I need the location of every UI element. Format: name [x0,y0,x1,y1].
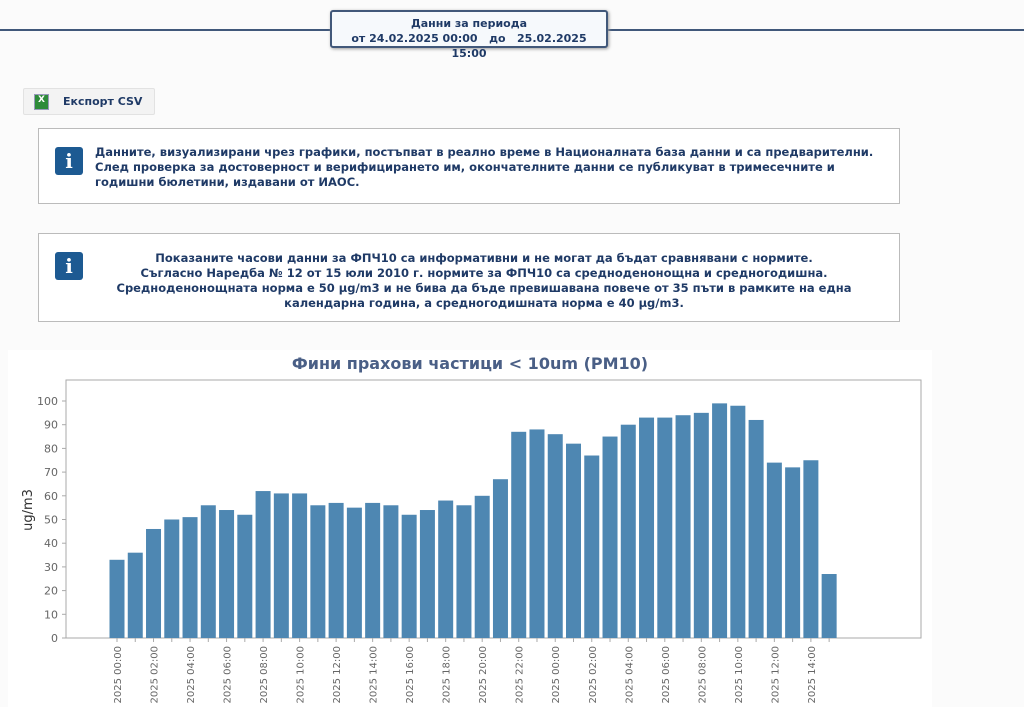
chart-svg: 0 10 20 30 40 50 60 70 80 90 100 ug/m3 2025 00:00 202… [21,379,922,703]
x-tick-label: 2025 10:00 [296,646,307,703]
bar [821,574,837,638]
bar [492,479,508,638]
x-tick-label: 2025 14:00 [369,646,380,703]
export-csv-button[interactable]: Експорт CSV [23,88,155,115]
bar [164,519,180,638]
period-title: Данни за периода [410,17,528,30]
x-tick-label: 2025 08:00 [259,646,270,703]
bar [255,491,271,638]
x-tick-label: 2025 22:00 [515,646,526,703]
bar [219,510,235,638]
y-tick-label: 80 [44,442,58,455]
info-line: годишни бюлетини, издавани от ИАОС. [95,175,360,189]
bar [474,495,490,638]
bar [511,431,527,638]
x-tick-label: 2025 04:00 [624,646,635,703]
x-tick-label: 2025 10:00 [734,646,745,703]
x-tick-label: 2025 00:00 [551,646,562,703]
bar [566,443,581,638]
export-label: Експорт CSV [63,95,143,108]
info-icon: i [55,252,83,280]
bar [766,462,782,638]
x-tick-label: 2025 04:00 [186,646,197,703]
bar [657,417,673,638]
info-line: След проверка за достоверност и верифици… [95,160,835,174]
bar [273,493,289,638]
x-tick-label: 2025 08:00 [697,646,708,703]
y-tick-label: 90 [44,419,58,432]
x-tick-label: 2025 06:00 [223,646,234,703]
x-tick-label: 2025 20:00 [478,646,489,703]
bar [292,493,308,638]
info-line: Съгласно Наредба № 12 от 15 юли 2010 г. … [140,266,828,280]
bar [730,405,746,638]
period-box: Данни за периода от 24.02.2025 00:00 до … [330,10,608,60]
bar [712,403,728,638]
info-line: Средноденонощната норма е 50 µg/m3 и не … [116,281,852,295]
y-tick-label: 20 [44,585,58,598]
bar [748,419,764,638]
bar [127,552,143,638]
bar [547,434,563,638]
info-line: Данните, визуализирани чрез графики, пос… [95,145,874,159]
bar [675,415,691,638]
bar [803,460,819,638]
bar [584,455,600,638]
y-tick-label: 30 [44,561,58,574]
x-tick-label: 2025 06:00 [661,646,672,703]
x-tick-label: 2025 14:00 [807,646,818,703]
bar [365,502,381,638]
bar [310,505,326,638]
info-box-pm10-norms: i Показаните часови данни за ФПЧ10 са ин… [38,233,900,322]
y-tick-label: 100 [37,395,58,408]
bar [401,514,417,638]
bar [602,436,618,638]
bar [146,528,162,638]
y-tick-label: 0 [51,632,58,645]
info-icon: i [55,147,83,175]
y-tick-label: 40 [44,537,58,550]
bar [456,505,472,638]
bar [182,517,198,638]
x-tick-label: 2025 02:00 [588,646,599,703]
y-tick-label: 60 [44,490,58,503]
x-tick-label: 2025 12:00 [770,646,781,703]
y-axis-label: ug/m3 [21,489,36,531]
excel-icon [34,93,49,110]
x-tick-label: 2025 16:00 [405,646,416,703]
pm10-chart: Фини прахови частици < 10um (PM10) 0 10 20… [8,350,932,707]
bar [328,502,344,638]
period-range: от 24.02.2025 00:00 до 25.02.2025 15:00 [351,32,587,60]
bar [438,500,454,638]
x-tick-label: 2025 02:00 [150,646,161,703]
bar [785,467,801,638]
y-tick-label: 70 [44,466,58,479]
bar [109,559,125,638]
bar [620,424,636,638]
bar [346,507,362,638]
bar [237,514,253,638]
chart-title: Фини прахови частици < 10um (PM10) [291,354,649,373]
info-box-realtime: i Данните, визуализирани чрез графики, п… [38,128,900,204]
y-tick-label: 10 [44,608,58,621]
x-tick-label: 2025 12:00 [332,646,343,703]
x-tick-label: 2025 18:00 [442,646,453,703]
bar [200,505,216,638]
y-tick-label: 50 [44,514,58,527]
x-tick-label: 2025 00:00 [113,646,124,703]
bar [419,510,435,638]
bar [639,417,655,638]
bar [383,505,399,638]
info-line: календарна година, а средногодишната нор… [284,296,684,310]
bar [693,412,709,638]
bar [529,429,545,638]
info-line: Показаните часови данни за ФПЧ10 са инфо… [155,251,813,265]
